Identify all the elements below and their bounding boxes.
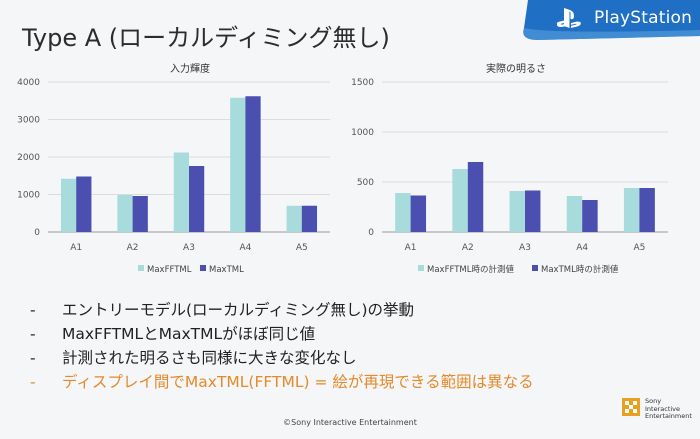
bullet-item: - MaxFFTMLとMaxTMLがほぼ同じ値 [30,325,316,343]
y-tick-label: 1000 [17,191,40,201]
legend-label: MaxFFTML [147,265,192,275]
x-tick-label: A1 [70,243,82,253]
legend-label: MaxTML [209,265,244,275]
bar-series1 [60,178,77,232]
bullet-item: - 計測された明るさも同様に大きな変化なし [30,349,357,367]
y-tick-label: 3000 [17,116,40,126]
slide-title: Type A (ローカルディミング無し) [22,24,390,52]
y-tick-label: 1500 [351,78,374,88]
x-tick-label: A3 [183,243,195,253]
x-tick-label: A5 [296,243,308,253]
legend-swatch [418,265,424,271]
bar-series2 [525,190,541,232]
y-tick-label: 2000 [17,153,40,163]
x-tick-label: A1 [405,243,417,253]
legend-swatch [138,265,144,271]
x-tick-label: A2 [127,243,139,253]
bar-series2 [582,200,598,232]
bar-series2 [301,205,318,232]
bar-series2 [467,162,484,232]
legend-swatch [532,265,538,271]
bar-series2 [639,188,655,232]
y-tick-label: 500 [357,178,374,188]
chart-title: 入力輝度 [170,62,210,75]
bar-series1 [230,97,246,232]
x-tick-label: A2 [462,243,474,253]
bar-series1 [286,205,302,232]
bar-series1 [623,188,640,232]
legend-label: MaxTML時の計測値 [541,264,619,275]
bullet-text: ディスプレイ間でMaxTML(FFTML) = 絵が再現できる範囲は異なる [62,373,534,391]
bullet-list: - エントリーモデル(ローカルディミング無し)の挙動 - MaxFFTMLとMaxT… [30,298,534,394]
bullet-item-highlight: - ディスプレイ間でMaxTML(FFTML) = 絵が再現できる範囲は異なる [30,373,534,391]
bar-series2 [410,195,427,232]
y-tick-label: 4000 [17,78,40,88]
bar-series2 [76,176,92,232]
bar-series1 [452,169,468,232]
legend-swatch [200,265,206,271]
bar-series2 [132,196,148,232]
charts-area: 入力輝度 0 1000 2000 3000 4000 A1 A2 A3 A4 A5 MaxFFTML M… [17,62,668,275]
legend-label: MaxFFTML時の計測値 [427,264,514,275]
bar-series2 [189,166,205,232]
x-tick-label: A4 [239,243,251,253]
bar-series1 [395,193,411,232]
sie-wordmark: Sony Interactive Entertainment [645,397,692,420]
copyright: ©Sony Interactive Entertainment [283,418,417,427]
bar-series1 [173,152,189,232]
bar-series1 [509,191,525,232]
bullet-text: MaxFFTMLとMaxTMLがほぼ同じ値 [62,325,316,343]
x-tick-label: A3 [519,243,531,253]
chart-title: 実際の明るさ [486,62,546,75]
playstation-wordmark: PlayStation [594,8,693,28]
y-tick-label: 0 [368,228,374,238]
bar-series1 [566,196,583,232]
y-tick-label: 0 [34,228,40,238]
bullet-text: エントリーモデル(ローカルディミング無し)の挙動 [62,301,415,319]
sie-logo-icon [622,398,640,416]
bar-series2 [245,96,261,232]
y-tick-label: 1000 [351,128,374,138]
playstation-logo-icon [556,8,581,28]
bar-series1 [117,194,133,232]
bullet-item: - エントリーモデル(ローカルディミング無し)の挙動 [30,301,415,319]
x-tick-label: A5 [633,243,645,253]
x-tick-label: A4 [576,243,588,253]
bullet-text: 計測された明るさも同様に大きな変化なし [62,349,357,367]
